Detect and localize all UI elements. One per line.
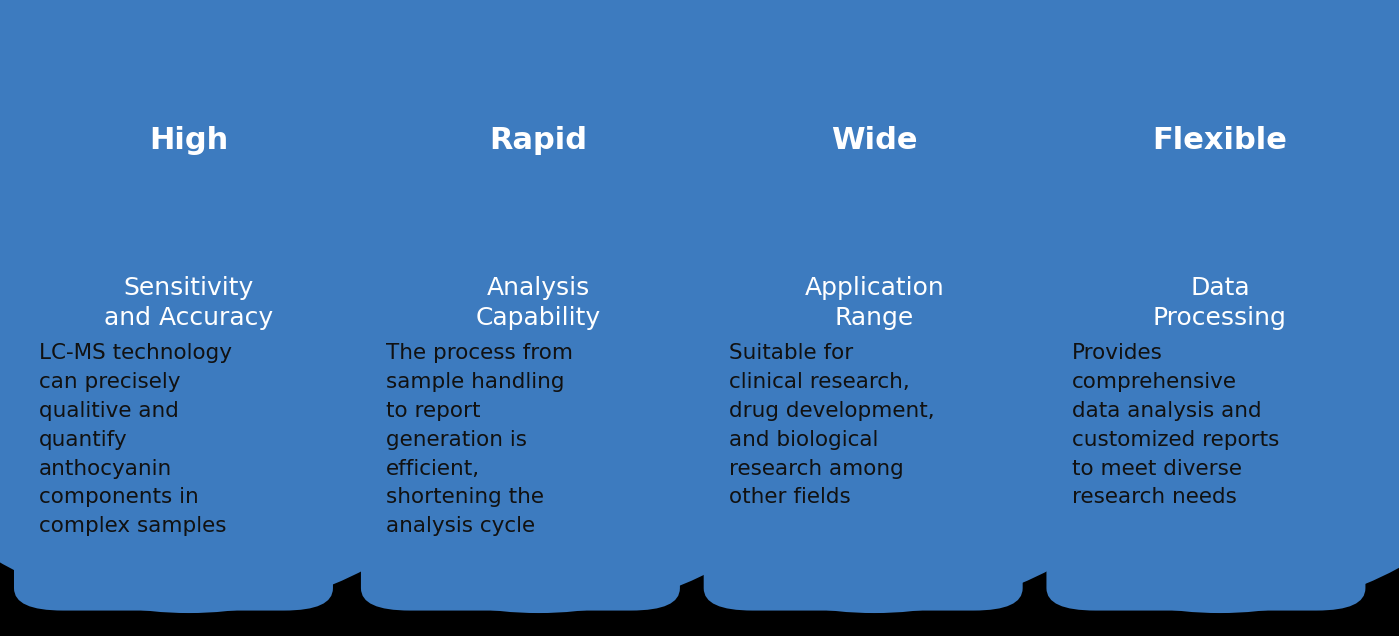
FancyBboxPatch shape <box>1046 318 1365 611</box>
Ellipse shape <box>842 0 1399 613</box>
Text: Provides
comprehensive
data analysis and
customized reports
to meet diverse
rese: Provides comprehensive data analysis and… <box>1072 343 1279 508</box>
Text: Flexible: Flexible <box>1153 127 1287 155</box>
Text: LC-MS technology
can precisely
qualitive and
quantify
anthocyanin
components in
: LC-MS technology can precisely qualitive… <box>39 343 232 536</box>
Text: Sensitivity
and Accuracy: Sensitivity and Accuracy <box>105 277 273 330</box>
Text: Data
Processing: Data Processing <box>1153 277 1287 330</box>
Ellipse shape <box>161 0 916 613</box>
Text: Analysis
Capability: Analysis Capability <box>476 277 602 330</box>
Ellipse shape <box>0 0 567 613</box>
FancyBboxPatch shape <box>361 318 680 611</box>
Text: Wide: Wide <box>831 127 918 155</box>
Text: High: High <box>150 127 228 155</box>
FancyBboxPatch shape <box>14 318 333 611</box>
Text: The process from
sample handling
to report
generation is
efficient,
shortening t: The process from sample handling to repo… <box>386 343 574 536</box>
Text: Application
Range: Application Range <box>804 277 944 330</box>
Text: Suitable for
clinical research,
drug development,
and biological
research among
: Suitable for clinical research, drug dev… <box>729 343 935 508</box>
Text: Rapid: Rapid <box>490 127 588 155</box>
FancyBboxPatch shape <box>704 318 1023 611</box>
Ellipse shape <box>497 0 1252 613</box>
